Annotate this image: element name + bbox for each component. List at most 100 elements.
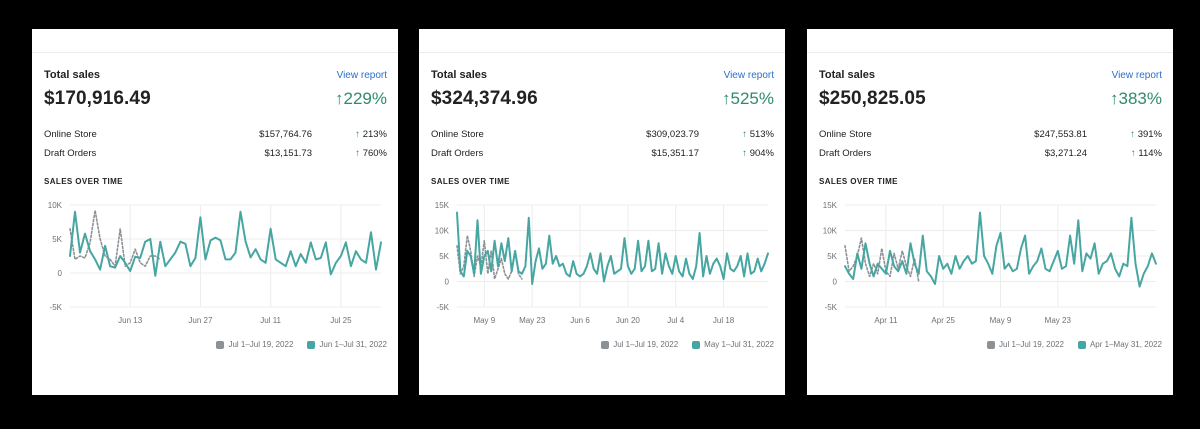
- card-title: Total sales: [44, 69, 101, 81]
- arrow-up-icon: ↑: [1130, 129, 1136, 140]
- row-value: $13,151.73: [264, 148, 312, 159]
- total-change: ↑525%: [722, 89, 774, 109]
- breakdown-row: Online Store $309,023.79 ↑ 513%: [431, 129, 774, 143]
- y-tick-label: 10K: [435, 227, 450, 236]
- row-label: Online Store: [431, 129, 484, 140]
- row-change: ↑ 213%: [355, 129, 387, 140]
- arrow-up-icon: ↑: [742, 148, 748, 159]
- row-change: ↑ 760%: [355, 148, 387, 159]
- breakdown-row: Online Store $157,764.76 ↑ 213%: [44, 129, 387, 143]
- legend-current-label: Jun 1–Jul 31, 2022: [319, 340, 387, 349]
- chart-legend: Jul 1–Jul 19, 2022 Jun 1–Jul 31, 2022: [216, 340, 387, 349]
- row-value: $3,271.24: [1044, 148, 1087, 159]
- x-tick-label: Jul 4: [667, 316, 684, 325]
- total-sales-value: $324,374.96: [431, 88, 538, 109]
- section-heading: SALES OVER TIME: [819, 177, 898, 186]
- total-change-value: 525%: [730, 89, 774, 108]
- row-change-value: 760%: [362, 148, 387, 159]
- legend-compare-label: Jul 1–Jul 19, 2022: [999, 340, 1064, 349]
- x-tick-label: Jun 13: [118, 316, 143, 325]
- row-label: Draft Orders: [819, 148, 872, 159]
- breakdown-row: Draft Orders $15,351.17 ↑ 904%: [431, 148, 774, 162]
- current-series-line: [69, 210, 382, 277]
- breakdown-row: Draft Orders $13,151.73 ↑ 760%: [44, 148, 387, 162]
- total-change: ↑229%: [335, 89, 387, 109]
- row-label: Draft Orders: [44, 148, 97, 159]
- legend-current-label: May 1–Jul 31, 2022: [704, 340, 774, 349]
- row-value: $309,023.79: [646, 129, 699, 140]
- sales-card: Total sales View report $250,825.05 ↑383…: [807, 29, 1173, 395]
- arrow-up-icon: ↑: [742, 129, 748, 140]
- arrow-up-icon: ↑: [722, 89, 731, 108]
- sales-over-time-chart: 15K 10K 5K 0 -5K May 9 May 23 Jun 6 Jun 20 Jul 4 J…: [435, 201, 769, 325]
- y-tick-label: 10K: [823, 227, 838, 236]
- x-tick-label: Apr 11: [874, 316, 898, 325]
- row-change-value: 513%: [749, 129, 774, 140]
- y-tick-label: -5K: [50, 303, 63, 312]
- view-report-link[interactable]: View report: [723, 70, 774, 81]
- y-tick-label: -5K: [825, 303, 838, 312]
- total-sales-value: $170,916.49: [44, 88, 151, 109]
- arrow-up-icon: ↑: [355, 148, 361, 159]
- arrow-up-icon: ↑: [355, 129, 361, 140]
- total-change: ↑383%: [1110, 89, 1162, 109]
- legend-current-label: Apr 1–May 31, 2022: [1089, 340, 1162, 349]
- row-label: Online Store: [44, 129, 97, 140]
- row-change: ↑ 114%: [1131, 148, 1162, 159]
- x-tick-label: Jul 25: [330, 316, 352, 325]
- row-change-value: 391%: [1137, 129, 1162, 140]
- row-value: $247,553.81: [1034, 129, 1087, 140]
- y-tick-label: 0: [445, 278, 450, 287]
- legend-swatch-compare: [216, 340, 225, 349]
- y-tick-label: -5K: [437, 303, 450, 312]
- section-heading: SALES OVER TIME: [44, 177, 123, 186]
- arrow-up-icon: ↑: [1131, 148, 1136, 159]
- x-tick-label: Jun 6: [570, 316, 590, 325]
- x-tick-label: May 9: [473, 316, 495, 325]
- row-change: ↑ 391%: [1130, 129, 1162, 140]
- legend-compare-label: Jul 1–Jul 19, 2022: [228, 340, 294, 349]
- arrow-up-icon: ↑: [335, 89, 344, 108]
- view-report-link[interactable]: View report: [336, 70, 387, 81]
- legend-swatch-current: [1077, 340, 1086, 349]
- x-tick-label: Jun 20: [616, 316, 641, 325]
- sales-over-time-chart: 10K 5K 0 -5K Jun 13 Jun 27 Jul 11 Jul 25: [48, 201, 382, 325]
- row-change-value: 114%: [1138, 148, 1162, 159]
- y-tick-label: 5K: [52, 235, 62, 244]
- card-title: Total sales: [819, 69, 876, 81]
- sales-card: Total sales View report $170,916.49 ↑229…: [32, 29, 398, 395]
- chart-legend: Jul 1–Jul 19, 2022 Apr 1–May 31, 2022: [987, 340, 1162, 349]
- y-tick-label: 15K: [823, 201, 838, 210]
- breakdown-row: Draft Orders $3,271.24 ↑ 114%: [819, 148, 1162, 162]
- row-value: $157,764.76: [259, 129, 312, 140]
- y-tick-label: 15K: [435, 201, 450, 210]
- total-change-value: 383%: [1118, 89, 1162, 108]
- row-change-value: 213%: [362, 129, 387, 140]
- x-tick-label: May 23: [1045, 316, 1072, 325]
- x-tick-label: May 23: [519, 316, 546, 325]
- y-tick-label: 10K: [48, 201, 63, 210]
- current-series-line: [844, 211, 1157, 288]
- total-sales-value: $250,825.05: [819, 88, 926, 109]
- y-tick-label: 5K: [827, 252, 837, 261]
- card-title: Total sales: [431, 69, 488, 81]
- y-tick-label: 0: [58, 269, 63, 278]
- legend-swatch-current: [692, 340, 701, 349]
- row-value: $15,351.17: [651, 148, 699, 159]
- row-label: Online Store: [819, 129, 872, 140]
- legend-swatch-compare: [987, 340, 996, 349]
- sales-card: Total sales View report $324,374.96 ↑525…: [419, 29, 785, 395]
- section-heading: SALES OVER TIME: [431, 177, 510, 186]
- breakdown-row: Online Store $247,553.81 ↑ 391%: [819, 129, 1162, 143]
- x-tick-label: Apr 25: [931, 316, 955, 325]
- y-tick-label: 0: [833, 278, 838, 287]
- legend-swatch-current: [307, 340, 316, 349]
- arrow-up-icon: ↑: [1110, 89, 1119, 108]
- view-report-link[interactable]: View report: [1111, 70, 1162, 81]
- x-tick-label: Jul 11: [260, 316, 281, 325]
- x-tick-label: Jul 18: [713, 316, 735, 325]
- total-change-value: 229%: [343, 89, 387, 108]
- row-change: ↑ 513%: [742, 129, 774, 140]
- current-series-line: [456, 211, 769, 285]
- y-tick-label: 5K: [439, 252, 449, 261]
